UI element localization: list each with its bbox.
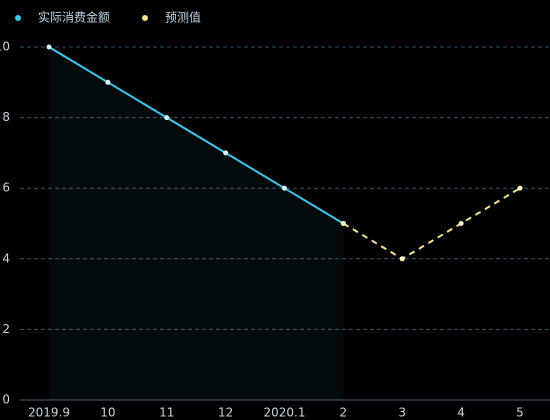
point (46, 44, 52, 50)
line (48, 46, 344, 225)
legend: 实际消费金额 预测值 (15, 10, 201, 25)
x-tick-label: 4 (457, 406, 465, 420)
y-tick-label: 8 (2, 110, 10, 124)
y-tick-label: 10 (0, 40, 10, 54)
line (342, 187, 521, 260)
legend-marker (15, 15, 21, 21)
x-tick-label: 11 (159, 406, 174, 420)
x-tick-label: 12 (218, 406, 233, 420)
legend-marker (142, 15, 149, 21)
x-tick-label: 5 (516, 406, 524, 420)
point (517, 185, 523, 191)
point (223, 150, 229, 156)
y-tick-label: 6 (2, 181, 10, 195)
y-tick-label: 2 (2, 322, 10, 336)
point (399, 256, 405, 262)
legend-label: 预测值 (165, 10, 201, 25)
area (49, 47, 344, 400)
point (458, 221, 464, 226)
x-tick-label: 2020.1 (264, 406, 306, 420)
point (105, 79, 111, 85)
x-tick-label: 2019.9 (28, 406, 70, 420)
x-tick-label: 10 (100, 406, 115, 420)
point (164, 115, 170, 121)
x-tick-label: 3 (398, 406, 406, 420)
x-tick-label: 2 (340, 406, 348, 420)
y-tick-label: 4 (2, 251, 10, 265)
point (340, 221, 346, 226)
y-tick-label: 0 (2, 393, 10, 407)
legend-label: 实际消费金额 (38, 10, 110, 25)
point (282, 185, 287, 191)
